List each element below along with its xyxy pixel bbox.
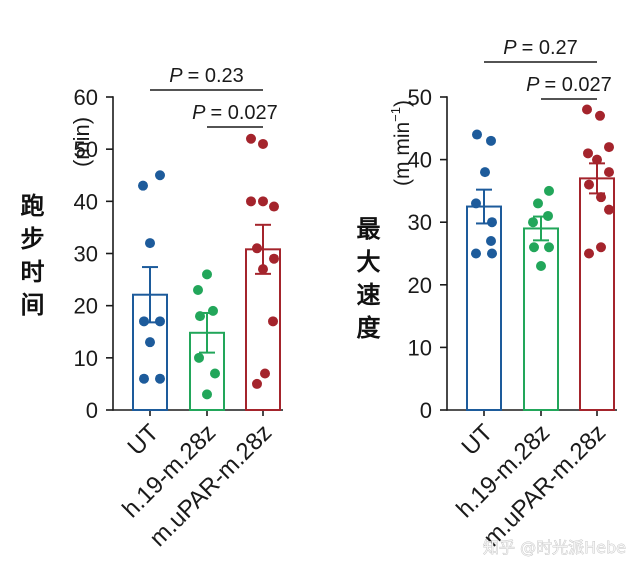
data-point-h-19-m-28z: [533, 198, 543, 209]
y-tick-label: 50: [74, 137, 98, 162]
bar-ut: [132, 293, 168, 411]
x-label-ut: UT: [457, 419, 499, 461]
y-axis-unit-label: (min): [69, 117, 94, 167]
data-point-m-upar-m-28z: [252, 378, 262, 389]
unit-main: (m min: [391, 122, 414, 186]
y-tick-label: 40: [408, 148, 432, 173]
data-point-m-upar-m-28z: [595, 110, 605, 121]
p-value-label: P = 0.027: [526, 74, 612, 96]
data-point-m-upar-m-28z: [596, 242, 606, 253]
data-point-h-19-m-28z: [528, 217, 538, 228]
data-point-ut: [155, 170, 165, 181]
data-point-h-19-m-28z: [194, 352, 204, 363]
data-point-ut: [139, 316, 149, 327]
data-point-ut: [487, 217, 497, 228]
unit-superscript: −1: [388, 107, 403, 122]
data-point-m-upar-m-28z: [269, 253, 279, 264]
bar-m-upar-m-28z: [579, 177, 615, 411]
data-point-ut: [155, 316, 165, 327]
y-axis-title-running-time: 跑步时间: [16, 193, 44, 325]
data-point-ut: [486, 135, 496, 146]
data-point-m-upar-m-28z: [596, 192, 606, 203]
data-point-m-upar-m-28z: [604, 204, 614, 215]
p-value-label: P = 0.027: [192, 102, 278, 124]
p-symbol: P: [169, 65, 183, 87]
watermark: 知乎 @时光派Hebe: [483, 538, 626, 557]
data-point-m-upar-m-28z: [582, 104, 592, 115]
data-point-h-19-m-28z: [208, 305, 218, 316]
data-point-ut: [472, 129, 482, 140]
p-value: = 0.027: [545, 74, 612, 96]
data-point-ut: [480, 167, 490, 178]
data-point-h-19-m-28z: [544, 242, 554, 253]
data-point-m-upar-m-28z: [260, 368, 270, 379]
p-symbol: P: [503, 37, 517, 59]
data-point-h-19-m-28z: [202, 389, 212, 400]
data-point-ut: [486, 235, 496, 246]
y-tick-label: 10: [408, 335, 432, 360]
data-point-h-19-m-28z: [544, 185, 554, 196]
unit-close: ): [391, 100, 414, 107]
bar-h-19-m-28z: [523, 227, 559, 411]
y-tick-label: 60: [74, 85, 98, 110]
data-point-m-upar-m-28z: [269, 201, 279, 212]
p-value: = 0.23: [188, 65, 244, 87]
data-point-m-upar-m-28z: [246, 196, 256, 207]
data-point-ut: [138, 180, 148, 191]
p-value-label: P = 0.27: [503, 37, 578, 59]
running-time-chart: (min) 0102030405060UTh.19-m.28zm.uPAR-m.…: [69, 65, 283, 552]
p-value: = 0.027: [211, 102, 278, 124]
data-point-m-upar-m-28z: [604, 142, 614, 153]
data-point-m-upar-m-28z: [252, 243, 262, 254]
y-tick-label: 30: [74, 242, 98, 267]
y-tick-label: 40: [74, 189, 98, 214]
data-point-m-upar-m-28z: [584, 179, 594, 190]
p-symbol: P: [192, 102, 206, 124]
max-speed-chart: (m min−1) 01020304050UTh.19-m.28zm.uPAR-…: [388, 37, 617, 552]
data-point-m-upar-m-28z: [604, 167, 614, 178]
data-point-m-upar-m-28z: [592, 154, 602, 165]
data-point-h-19-m-28z: [202, 269, 212, 280]
data-point-m-upar-m-28z: [268, 316, 278, 327]
data-point-h-19-m-28z: [193, 285, 203, 296]
x-label-ut: UT: [123, 419, 165, 461]
data-point-ut: [471, 248, 481, 259]
y-tick-label: 50: [408, 85, 432, 110]
data-point-h-19-m-28z: [536, 261, 546, 272]
data-point-m-upar-m-28z: [584, 248, 594, 259]
y-axis-unit-label: (m min−1): [388, 100, 414, 186]
y-axis-title-max-speed: 最大速度: [352, 216, 380, 348]
data-point-m-upar-m-28z: [258, 138, 268, 149]
p-value: = 0.27: [522, 37, 578, 59]
data-point-ut: [487, 248, 497, 259]
data-point-ut: [145, 238, 155, 249]
y-tick-label: 10: [74, 346, 98, 371]
y-tick-label: 0: [86, 398, 98, 423]
data-point-h-19-m-28z: [529, 242, 539, 253]
y-tick-label: 20: [408, 273, 432, 298]
p-symbol: P: [526, 74, 540, 96]
data-point-ut: [139, 373, 149, 384]
y-tick-label: 30: [408, 210, 432, 235]
data-point-ut: [145, 337, 155, 348]
y-tick-label: 0: [420, 398, 432, 423]
data-point-ut: [471, 198, 481, 209]
data-point-m-upar-m-28z: [246, 133, 256, 144]
data-point-ut: [155, 373, 165, 384]
data-point-h-19-m-28z: [210, 368, 220, 379]
data-point-m-upar-m-28z: [583, 148, 593, 159]
bar-ut: [466, 205, 502, 411]
p-value-label: P = 0.23: [169, 65, 244, 87]
data-point-m-upar-m-28z: [258, 196, 268, 207]
bar-m-upar-m-28z: [245, 248, 281, 411]
y-tick-label: 20: [74, 294, 98, 319]
